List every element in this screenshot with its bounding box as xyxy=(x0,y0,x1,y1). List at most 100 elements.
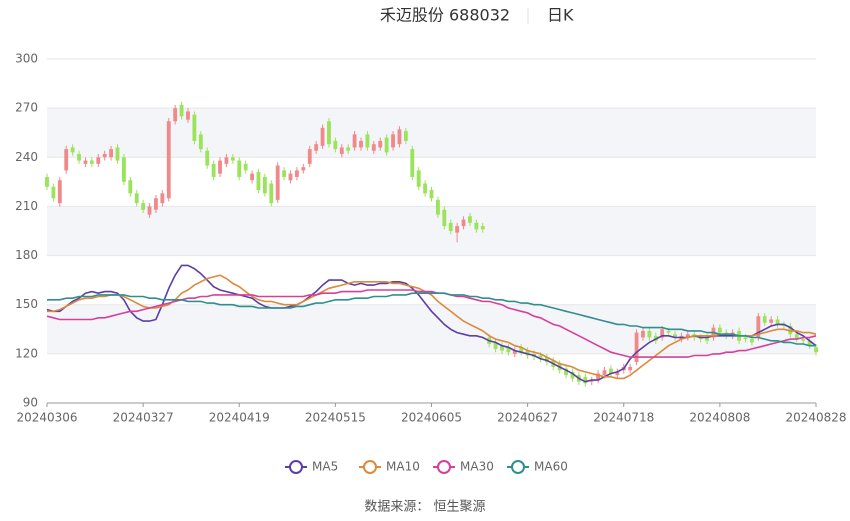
candle-body xyxy=(378,140,383,148)
candle-body xyxy=(77,154,81,161)
candle-body xyxy=(147,206,152,215)
candle-body xyxy=(775,319,780,325)
candle-body xyxy=(801,339,806,341)
candle-body xyxy=(301,167,306,171)
candle-body xyxy=(519,347,524,353)
candle-body xyxy=(423,183,428,194)
legend-item[interactable]: MA60 xyxy=(507,460,568,474)
ma-line xyxy=(46,289,817,358)
candle-body xyxy=(673,334,677,338)
candle-body xyxy=(160,193,165,204)
y-tick-label: 120 xyxy=(15,346,38,360)
x-tick-label: 20240605 xyxy=(401,411,462,425)
candle-body xyxy=(224,157,229,164)
candle-body xyxy=(474,222,479,230)
legend-item[interactable]: MA10 xyxy=(359,460,420,474)
candle-body xyxy=(583,376,588,384)
candle-body xyxy=(134,193,139,204)
x-tick-label: 20240808 xyxy=(689,411,750,425)
legend-item[interactable]: MA5 xyxy=(285,460,338,474)
candle-body xyxy=(506,347,511,353)
y-tick-label: 150 xyxy=(15,297,38,311)
candle-body xyxy=(141,203,146,210)
candle-body xyxy=(173,108,178,122)
candle-body xyxy=(243,163,248,171)
candle-body xyxy=(256,172,261,191)
candle-body xyxy=(397,129,402,145)
candle-body xyxy=(705,337,709,341)
candle-body xyxy=(102,154,107,158)
candle-body xyxy=(660,329,665,338)
candle-body xyxy=(480,226,485,230)
candle-body xyxy=(596,373,601,381)
candle-body xyxy=(615,371,620,376)
candle-body xyxy=(57,180,62,204)
candle-body xyxy=(128,180,133,194)
candle-body xyxy=(628,366,633,371)
legend-marker xyxy=(363,460,377,474)
candle-body xyxy=(666,330,671,333)
candle-body xyxy=(186,111,190,120)
candle-body xyxy=(89,160,94,164)
x-tick-label: 20240419 xyxy=(209,411,270,425)
legend-label: MA30 xyxy=(460,460,494,474)
legend-marker xyxy=(289,460,303,474)
y-tick-label: 300 xyxy=(15,52,38,66)
candle-body xyxy=(96,157,101,164)
period-label: 日K xyxy=(547,6,574,25)
candle-body xyxy=(198,134,203,150)
candle-body xyxy=(45,176,49,187)
candle-body xyxy=(442,209,447,227)
y-tick-label: 90 xyxy=(23,396,38,410)
candle-body xyxy=(307,149,312,164)
candle-body xyxy=(794,334,799,340)
legend-marker xyxy=(437,460,451,474)
candle-body xyxy=(609,368,613,374)
candle-body xyxy=(493,342,498,349)
candle-body xyxy=(205,150,210,166)
candle-body xyxy=(717,327,722,333)
x-tick-label: 20240828 xyxy=(785,411,846,425)
grid-band xyxy=(47,108,816,158)
x-tick-label: 20240515 xyxy=(305,411,366,425)
candle-body xyxy=(64,149,69,171)
candle-body xyxy=(282,170,287,177)
candle-body xyxy=(346,147,351,151)
y-tick-label: 210 xyxy=(15,199,38,213)
candle-body xyxy=(500,345,504,351)
candle-body xyxy=(647,330,652,338)
grid-band xyxy=(47,206,816,256)
candle-body xyxy=(314,144,319,151)
candle-body xyxy=(154,198,158,210)
candle-body xyxy=(743,337,748,340)
candle-body xyxy=(455,226,460,233)
candle-body xyxy=(410,149,415,177)
candle-body xyxy=(70,147,75,153)
candle-body xyxy=(51,186,56,199)
candle-body xyxy=(564,368,568,376)
candle-body xyxy=(352,134,357,148)
legend-item[interactable]: MA30 xyxy=(433,460,494,474)
candle-body xyxy=(218,160,222,174)
chart-title: 禾迈股份 688032 xyxy=(380,6,510,25)
candle-body xyxy=(641,330,645,338)
candle-body xyxy=(121,157,126,182)
candle-body xyxy=(115,147,120,161)
candle-body xyxy=(371,144,376,151)
candle-body xyxy=(756,316,761,338)
candle-body xyxy=(634,332,639,363)
candle-body xyxy=(83,160,88,164)
candle-body xyxy=(403,131,408,141)
candle-body xyxy=(814,347,818,353)
x-tick-label: 20240306 xyxy=(16,411,77,425)
candle-body xyxy=(448,222,453,231)
candle-body xyxy=(685,334,690,338)
candle-body xyxy=(288,173,293,181)
candle-body xyxy=(109,149,114,158)
candle-body xyxy=(391,134,395,148)
y-tick-label: 270 xyxy=(15,101,38,115)
candle-body xyxy=(749,339,754,343)
candle-body xyxy=(359,140,363,148)
x-tick-label: 20240718 xyxy=(593,411,654,425)
candle-body xyxy=(192,114,197,141)
